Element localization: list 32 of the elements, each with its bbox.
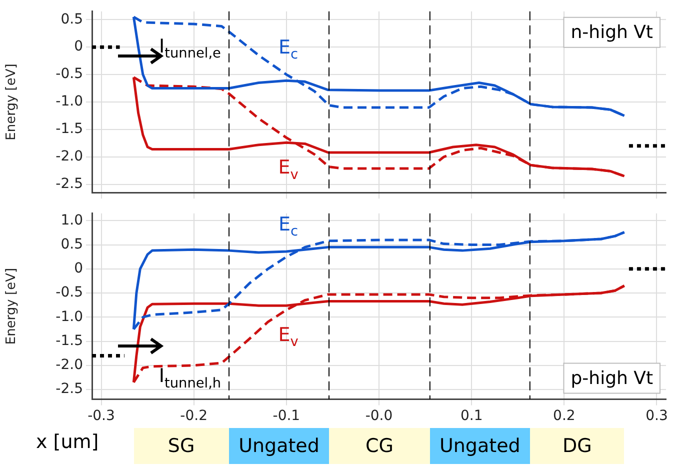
y-tick-label: -0.5 [56, 284, 83, 301]
text: Ungated [229, 428, 329, 464]
y-tick-label: 0.5 [60, 11, 83, 28]
text: CG [329, 428, 430, 464]
y-axis-title: Energy [eV] [4, 268, 20, 345]
y-tick-label: 0 [74, 260, 83, 277]
text: DG [530, 428, 624, 464]
y-tick-label: 0.5 [60, 236, 83, 252]
text: n-high Vt [570, 22, 654, 44]
y-tick-label: -1.0 [56, 308, 83, 325]
y-tick-label: -1.5 [56, 332, 83, 349]
y-tick-label: 1.0 [60, 212, 83, 228]
y-tick-label: 0 [74, 38, 83, 55]
y-tick-label: -2.5 [56, 381, 83, 398]
y-tick-label: -2.0 [56, 148, 83, 165]
y-tick-label: -1.5 [56, 121, 83, 138]
x-tick-label: -0.3 [88, 408, 115, 424]
y-tick-label: -2.0 [56, 357, 83, 374]
y-tick-label: -1.0 [56, 94, 83, 110]
x-tick-label: 0.1 [460, 408, 483, 424]
x-tick-label: 0.2 [553, 408, 576, 424]
x-tick-label: 0.3 [646, 408, 668, 424]
text: SG [134, 428, 229, 464]
x-axis-title: x [um] [36, 430, 99, 454]
x-tick-label: -0.2 [180, 408, 208, 424]
x-tick-label: -0.0 [365, 408, 393, 424]
y-axis-title: Energy [eV] [4, 64, 20, 140]
text: p-high Vt [570, 368, 654, 389]
x-tick-label: -0.1 [272, 408, 300, 424]
y-tick-label: -0.5 [56, 66, 83, 82]
text: Ungated [430, 428, 530, 464]
y-tick-label: -2.5 [56, 176, 83, 192]
